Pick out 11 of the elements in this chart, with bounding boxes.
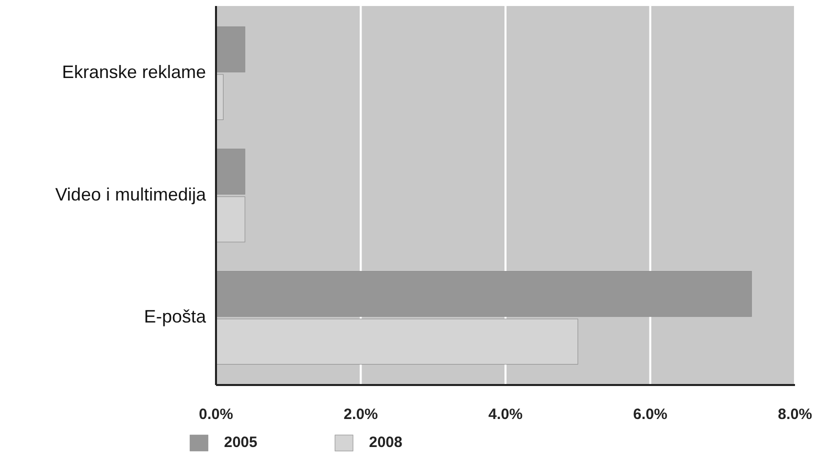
y-tick-label: Video i multimedija xyxy=(55,184,207,204)
legend-label: 2005 xyxy=(224,434,258,451)
x-tick-label: 4.0% xyxy=(488,406,523,423)
y-tick-label: Ekranske reklame xyxy=(62,62,206,82)
x-tick-label: 2.0% xyxy=(344,406,378,423)
y-tick-label: E-pošta xyxy=(144,306,207,327)
x-tick-label: 0.0% xyxy=(198,406,234,423)
x-tick-label: 8.0% xyxy=(778,406,812,423)
x-tick-label: 6.0% xyxy=(633,406,668,423)
legend-label: 2008 xyxy=(369,434,402,451)
bar xyxy=(216,148,246,195)
